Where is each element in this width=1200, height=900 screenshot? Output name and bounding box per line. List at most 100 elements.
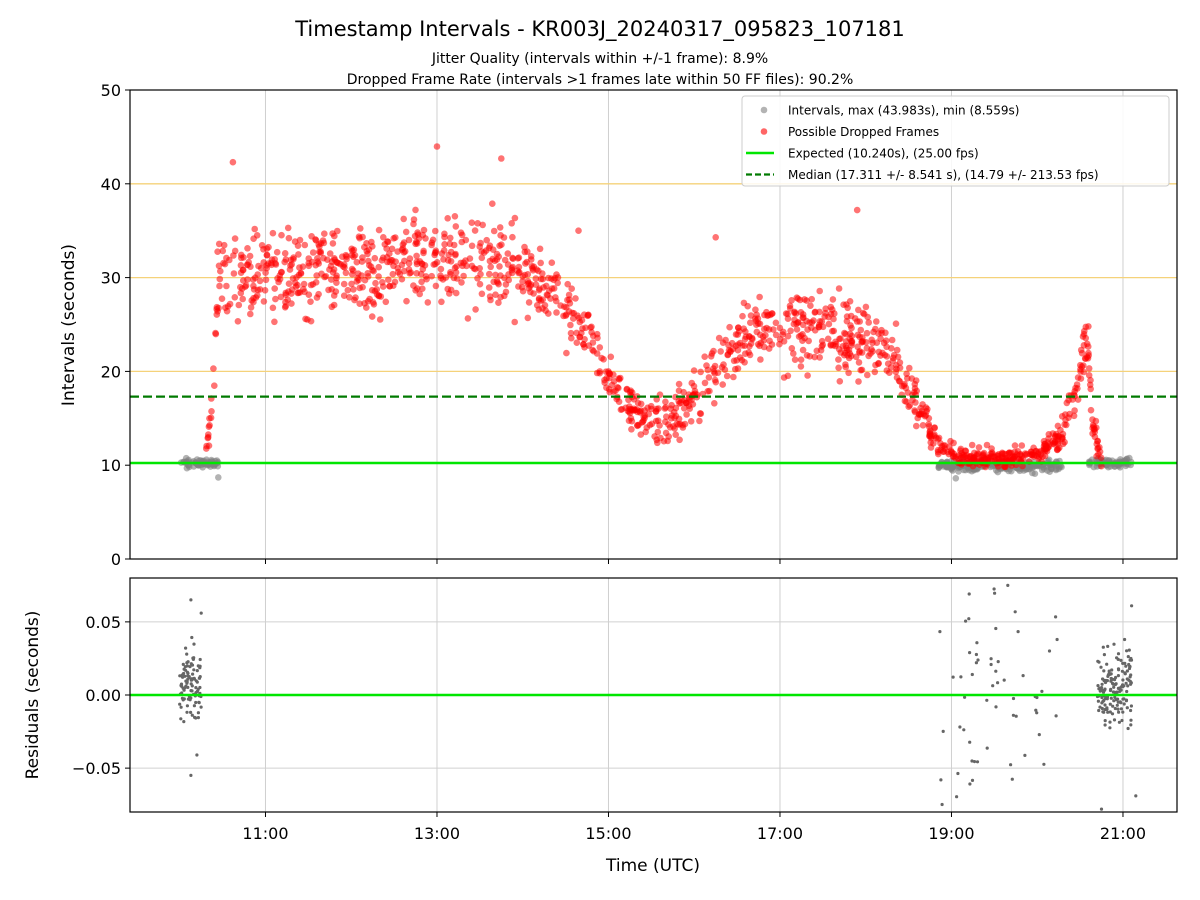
- dropped-frame-point: [441, 230, 448, 238]
- dropped-frame-point: [835, 356, 842, 363]
- dropped-frame-point: [662, 398, 669, 406]
- residual-point: [1102, 710, 1106, 714]
- dropped-frame-point: [950, 450, 958, 458]
- dropped-frame-point: [603, 374, 610, 382]
- residual-point: [199, 705, 203, 709]
- dropped-frame-point: [431, 251, 438, 259]
- dropped-frame-point: [238, 254, 245, 262]
- dropped-frame-point: [411, 232, 419, 240]
- dropped-frame-point: [865, 319, 872, 326]
- dropped-frame-point: [950, 439, 957, 447]
- dropped-frame-point: [675, 421, 682, 428]
- dropped-frame-point: [770, 326, 777, 333]
- dropped-frame-point: [489, 255, 497, 263]
- dropped-frame-point: [282, 256, 290, 263]
- dropped-frame-point: [216, 275, 224, 283]
- residual-point: [1034, 708, 1038, 712]
- dropped-frame-point: [333, 279, 340, 287]
- dropped-frame-point: [835, 285, 843, 292]
- residual-point: [1112, 685, 1116, 689]
- residual-point: [1120, 669, 1124, 673]
- dropped-frame-point: [683, 411, 690, 418]
- residual-point: [1120, 718, 1124, 723]
- time-x-tick-label: 21:00: [1100, 824, 1146, 843]
- dropped-frame-point: [734, 331, 741, 338]
- dropped-frame-point: [573, 339, 581, 347]
- residual-point: [1134, 794, 1138, 798]
- residual-point: [1101, 677, 1105, 681]
- intervals-y-tick-label: 50: [101, 81, 121, 100]
- residual-point: [1125, 706, 1129, 710]
- dropped-frame-point: [545, 274, 552, 282]
- dropped-frame-point: [568, 285, 575, 293]
- residual-point: [1014, 714, 1018, 718]
- dropped-frame-point: [848, 332, 856, 340]
- dropped-frame-point: [329, 240, 337, 247]
- dropped-frame-point: [912, 399, 919, 406]
- dropped-frame-point: [477, 270, 484, 278]
- dropped-frame-point: [754, 315, 762, 322]
- dropped-frame-point: [433, 143, 441, 150]
- dropped-frame-point: [399, 241, 407, 248]
- residual-point: [195, 753, 199, 757]
- residuals-panel: 0.05 0.00 −0.05 11:00 13:00 15:00 17:00 19:00 21…: [72, 577, 1178, 843]
- dropped-frame-point: [799, 346, 807, 354]
- dropped-frame-point: [888, 336, 896, 344]
- dropped-frame-point: [286, 266, 294, 273]
- residual-point: [1118, 700, 1122, 704]
- dropped-frame-point: [331, 232, 338, 240]
- residual-point: [1128, 664, 1132, 669]
- dropped-frame-point: [563, 304, 570, 311]
- dropped-frame-point: [239, 285, 246, 292]
- dropped-frame-point: [688, 379, 696, 387]
- dropped-frame-point: [260, 259, 268, 266]
- dropped-frame-point: [331, 254, 338, 262]
- dropped-frame-point: [732, 365, 739, 373]
- dropped-frame-point: [683, 399, 690, 407]
- residual-point: [996, 660, 1000, 664]
- dropped-frame-point: [1070, 412, 1078, 420]
- dropped-frame-point: [593, 330, 601, 338]
- dropped-frame-point: [340, 263, 347, 270]
- dropped-frame-point: [675, 380, 683, 388]
- dropped-frame-point: [1062, 411, 1069, 418]
- residual-point: [194, 691, 198, 695]
- residual-point: [1128, 675, 1132, 679]
- dropped-frame-point: [919, 422, 927, 429]
- dropped-frame-point: [791, 356, 799, 364]
- residual-point: [189, 773, 193, 778]
- residual-point: [190, 713, 194, 717]
- dropped-frame-point: [403, 297, 410, 305]
- dropped-frame-point: [511, 214, 519, 222]
- dropped-frame-point: [379, 283, 387, 290]
- dropped-frame-point: [883, 353, 891, 360]
- dropped-frame-point: [493, 250, 501, 258]
- dropped-frame-point: [668, 401, 675, 409]
- dropped-frame-point: [1093, 440, 1101, 448]
- dropped-frame-point: [689, 401, 697, 408]
- dropped-frame-point: [931, 424, 938, 432]
- dropped-frame-point: [1087, 406, 1095, 414]
- dropped-frame-point: [496, 224, 504, 231]
- dropped-frame-point: [364, 273, 372, 280]
- dropped-frame-point: [509, 233, 516, 241]
- dropped-frame-point: [462, 236, 470, 244]
- dropped-frame-point: [971, 449, 978, 457]
- residual-point: [985, 746, 989, 750]
- dropped-frame-point: [856, 349, 863, 356]
- residual-point: [1121, 661, 1125, 666]
- residual-point: [994, 626, 998, 631]
- dropped-frame-point: [589, 346, 596, 354]
- dropped-frame-point: [317, 248, 324, 255]
- dropped-frame-point: [537, 297, 545, 305]
- dropped-frame-point: [676, 436, 683, 444]
- residual-point: [1118, 689, 1122, 694]
- intervals-y-tick-label: 20: [101, 362, 121, 381]
- dropped-frame-point: [445, 251, 453, 259]
- dropped-frame-point: [1073, 381, 1081, 388]
- dropped-frame-point: [527, 256, 535, 263]
- dropped-frame-point: [855, 378, 862, 385]
- dropped-frame-point: [532, 275, 540, 282]
- residual-point: [179, 717, 183, 721]
- dropped-frame-point: [634, 408, 641, 416]
